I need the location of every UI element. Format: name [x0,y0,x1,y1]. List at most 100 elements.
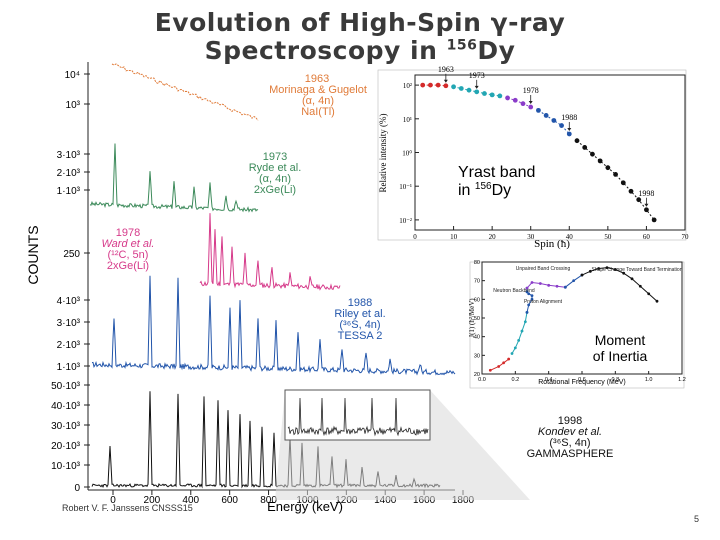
spectrum-1988 [91,275,456,376]
yrast-point-1998 [628,188,634,194]
moi-y-tick-label: 40 [474,335,480,341]
yrast-annotation-arrowhead [644,203,649,207]
moi-x-tick-label: 1.2 [678,377,686,383]
yrast-x-tick-label: 70 [682,233,690,241]
moi-x-tick-label: 0.0 [478,377,486,383]
moi-point-1973 [520,329,524,333]
moi-y-tick-label: 70 [474,279,480,285]
counts-tick-label: 2·10³ [57,168,81,179]
yrast-annotation-label: 1963 [438,65,454,74]
moi-ticks: 0.0 0.2 0.4 0.6 0.8 1.0 1.2 20 30 40 50 60 70 80 [474,260,686,383]
counts-tick-label: 3·10³ [57,150,81,161]
moi-annotation-proton-alignment: Proton Alignment [524,299,563,305]
moi-annotation-band-crossing: Unpaired Band Crossing [516,266,571,272]
moi-x-tick-label: 0.6 [578,377,586,383]
yrast-y-tick-label: 10² [403,82,412,90]
yrast-annotation-label: 1998 [638,189,654,198]
moi-x-tick-label: 1.0 [645,377,653,383]
yrast-title-line-2: in 156Dy [458,181,511,199]
counts-tick-label: 3·10³ [57,318,81,329]
yrast-title-prefix: in [458,182,475,199]
moi-title-line-2: of Inertia [593,348,648,364]
yrast-annotation-label: 1988 [561,113,577,122]
label-1978-detector: 2xGe(Li) [107,260,149,272]
moi-point-backbend [530,294,534,297]
energy-tick-label: 200 [144,495,161,506]
moi-point-1973 [523,320,527,324]
moi-point-1998 [605,266,609,269]
label-1988-year: 1988 [348,297,372,309]
energy-tick-label: 1600 [413,495,436,506]
label-1988-authors: Riley et al. [334,308,385,320]
label-1998-year: 1998 [558,415,582,427]
moi-y-tick-label: 30 [474,353,480,359]
yrast-point-1998 [605,165,611,171]
moi-point-1998 [580,273,584,277]
yrast-title-element: Dy [492,182,512,199]
moi-point-1963 [497,365,501,368]
moi-x-tick-label: 0.4 [545,377,553,383]
label-1963-year: 1963 [305,73,329,85]
slide-footer: Robert V. F. Janssens CNSSS15 [62,503,193,513]
yrast-point-1973 [451,84,456,90]
yrast-title-mass: 156 [475,181,492,192]
spectrum-1978 [199,213,341,291]
title-prefix: Spectroscopy in [204,36,447,65]
moi-y-tick-label: 80 [474,260,480,266]
counts-tick-label: 0 [74,483,80,494]
energy-tick-label: 0 [110,495,116,506]
moment-of-inertia-chart: 0.0 0.2 0.4 0.6 0.8 1.0 1.2 20 30 40 50 60 70 80 Rota… [468,260,686,389]
yrast-point-1998 [620,180,626,186]
yrast-annotation-arrowhead [567,127,572,131]
moi-point-backbend [525,290,529,294]
moi-annotation-shape-change: Shape Change Toward Band Termination [592,267,683,273]
title-element: Dy [477,36,516,65]
slide-title-line-1: Evolution of High-Spin γ-ray [154,8,566,37]
moi-point-1998 [622,271,626,275]
yrast-point-1998 [582,145,588,150]
yrast-ylabel: Relative intensity (%) [378,114,388,193]
yrast-title-line-1: Yrast band [458,164,535,181]
yrast-x-tick-label: 30 [527,233,535,241]
spectrum-1973 [89,143,259,213]
yrast-point-1973 [489,92,495,98]
yrast-point-1998 [597,158,603,164]
moi-ylabel: J(1) (ħ²/MeV) [468,298,476,338]
yrast-annotation-arrowhead [474,85,479,89]
energy-tick-label: 1800 [452,495,475,506]
moi-point-1998 [638,284,642,288]
yrast-point-1973 [466,87,472,93]
yrast-point-1988 [536,107,541,113]
moi-point-1978 [547,283,551,287]
label-1973-year: 1973 [263,151,287,163]
label-1963-detector: NaI(Tl) [301,106,335,118]
energy-tick-label: 1400 [374,495,397,506]
energy-tick-label: 1000 [296,495,319,506]
label-1963-authors: Morinaga & Gugelot [269,84,367,96]
yrast-y-tick-label: 10⁻¹ [399,183,412,191]
spectrum-1963 [111,63,259,121]
yrast-point-1963 [428,82,433,88]
gamma-spectra-stack: 10⁴ 10³ 3·10³ 2·10³ 1·10³ 250 4·10³ 3·10³ 2·10³ 1… [25,62,613,514]
yrast-point-1963 [420,82,426,88]
yrast-point-1998 [644,207,649,213]
moi-point-backbend [525,311,529,314]
counts-tick-label: 1·10³ [57,362,81,373]
moi-x-tick-label: 0.2 [512,377,520,383]
moi-point-1988 [563,285,567,289]
moi-point-1998 [655,299,659,303]
moi-point-1973 [517,339,521,342]
yrast-point-1988 [551,118,557,123]
moi-point-backbend [527,303,531,307]
moi-point-1998 [630,277,634,281]
yrast-point-1998 [574,138,580,144]
energy-tick-label: 1200 [335,495,358,506]
yrast-point-1978 [520,101,526,107]
moi-point-1963 [488,368,492,372]
yrast-y-tick-label: 10¹ [403,116,412,124]
counts-tick-label: 20·10³ [51,441,81,452]
yrast-point-1973 [482,91,487,96]
counts-axis-label: COUNTS [25,225,41,284]
moi-series-line-1963 [490,358,509,371]
